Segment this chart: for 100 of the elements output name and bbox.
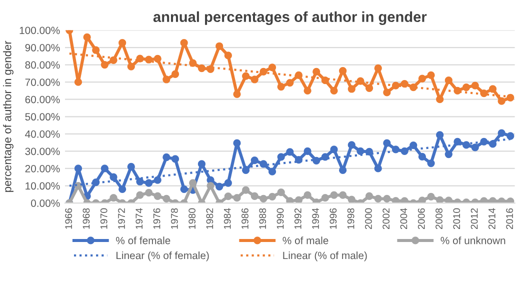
point [418,152,426,161]
x-tick-label: 2010 [453,208,460,230]
x-tick-label: 1988 [259,208,266,229]
point [348,141,356,149]
point [144,56,153,64]
point [233,194,241,202]
point [392,82,400,90]
x-tick-label: 1990 [276,208,284,229]
point [242,72,250,80]
y-tick-label: 0.00% [31,200,60,207]
point [198,160,206,168]
point [162,194,170,203]
point [268,168,276,176]
point [171,155,180,163]
x-tick-label: 2004 [400,208,408,230]
point [277,188,285,196]
point [392,196,400,204]
y-tick-label: 70.00% [25,78,60,86]
legend-label: % of female [116,236,170,244]
point [462,83,470,92]
y-tick-label: 30.00% [25,148,60,156]
point [162,153,170,162]
point [383,194,391,203]
point [506,132,514,140]
point [348,85,356,93]
point [312,68,320,76]
point [144,188,153,196]
point [498,97,506,105]
point [392,146,400,154]
point [144,179,153,187]
point [171,70,180,78]
y-tick-label: 10.00% [26,182,60,190]
point [286,148,294,156]
point [127,162,135,171]
point [162,76,170,84]
point [216,182,224,190]
point [506,94,514,102]
x-tick-label: 1974 [136,208,143,229]
point [356,147,364,156]
point [488,85,497,93]
point [110,173,118,181]
x-tick-label: 1982 [206,208,214,229]
point [436,131,444,139]
point [444,76,452,84]
point [260,194,268,203]
x-tick-label: 1994 [312,208,319,229]
y-axis-title: percentage of author in gender [3,40,14,192]
point [206,182,214,190]
point [321,194,329,202]
x-tick-label: 2008 [436,208,442,230]
point [154,176,162,184]
point [374,194,382,203]
point [198,64,206,72]
point [374,164,382,172]
point [277,153,285,161]
y-tick-label: 20.00% [25,164,60,172]
point [506,197,514,204]
point [498,129,506,137]
x-tick-label: 1996 [330,208,337,229]
x-tick-label: 1968 [82,208,90,229]
x-tick-label: 1992 [294,208,302,229]
point [100,164,109,172]
point [400,147,408,156]
point [462,141,470,149]
point [154,54,162,63]
point [400,197,408,204]
point [268,192,276,200]
x-tick-label: 2014 [488,208,496,230]
point [374,64,382,72]
point [480,89,488,98]
point [330,146,338,154]
x-tick-label: 1980 [188,208,196,229]
point [348,196,356,204]
x-tick-label: 2000 [365,208,372,230]
point [260,160,268,168]
point [127,62,135,70]
point [136,191,144,199]
point [250,156,258,164]
point [339,67,347,75]
point [189,59,197,67]
x-tick-label: 2016 [506,208,513,230]
point [286,78,294,87]
point [400,80,408,88]
y-tick-label: 100.00% [20,26,60,34]
x-tick-label: 1966 [65,208,72,229]
y-tick-label: 50.00% [25,113,60,121]
point [118,185,126,194]
x-tick-label: 1970 [100,208,108,229]
point [365,148,374,156]
point [304,147,312,156]
point [180,39,188,47]
x-tick-label: 2012 [470,208,478,230]
point [74,78,82,86]
y-tick-label: 60.00% [25,96,60,104]
point [410,142,418,150]
point [268,64,276,72]
point [427,159,435,168]
point [339,191,347,199]
x-tick-label: 1972 [118,208,125,229]
point [260,68,268,76]
